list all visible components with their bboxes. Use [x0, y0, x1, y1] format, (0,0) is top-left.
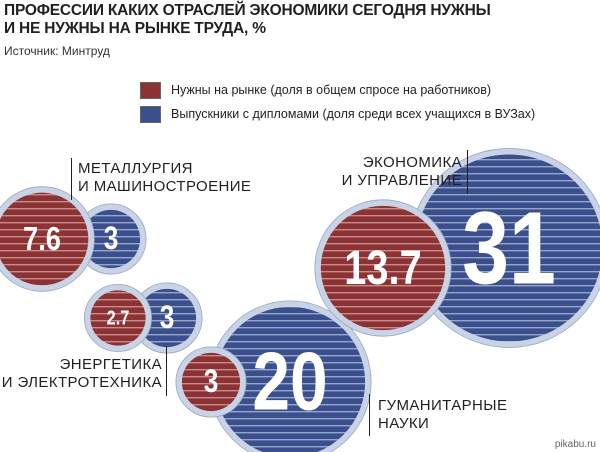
category-label-metal-line-1: МЕТАЛЛУРГИЯ	[78, 160, 193, 177]
category-label-econ-line-2: И УПРАВЛЕНИЕ	[341, 172, 462, 189]
watermark: pikabu.ru	[554, 439, 596, 450]
category-label-hum-line-1: ГУМАНИТАРНЫЕ	[378, 397, 508, 414]
bubble-metal-graduates-circle	[81, 209, 141, 269]
chart-title-line-2: И НЕ НУЖНЫ НА РЫНКЕ ТРУДА, %	[4, 20, 266, 37]
bubble-hum-graduates-circle	[214, 306, 366, 452]
chart-title: ПРОФЕССИИ КАКИХ ОТРАСЛЕЙ ЭКОНОМИКИ СЕГОД…	[4, 2, 598, 38]
legend-swatch-graduates	[140, 105, 161, 123]
bubble-metal-demand: 7.6	[0, 186, 95, 292]
bubble-hum-graduates: 20	[208, 300, 372, 452]
legend-item-graduates: Выпускники с дипломами (доля среди всех …	[140, 102, 535, 126]
leader-line-econ	[467, 150, 468, 194]
chart-title-line-1: ПРОФЕССИИ КАКИХ ОТРАСЛЕЙ ЭКОНОМИКИ СЕГОД…	[4, 2, 491, 19]
bubble-hum-demand-circle	[181, 352, 241, 412]
bubble-energy-demand: 2.7	[83, 283, 153, 353]
bubble-econ-demand-value-label: 13.7	[344, 241, 421, 295]
leader-line-energy	[166, 346, 167, 396]
source-note: Источник: Минтруд	[4, 44, 110, 58]
bubble-econ-graduates: 31	[409, 148, 600, 348]
bubble-energy-graduates-circle	[137, 288, 197, 348]
bubble-econ-graduates-value-label: 31	[462, 191, 556, 306]
category-label-hum-line-2: НАУКИ	[378, 415, 430, 432]
bubble-econ-demand: 13.7	[314, 199, 452, 337]
bubble-metal-demand-circle	[0, 192, 89, 286]
category-label-econ-line-1: ЭКОНОМИКА	[362, 154, 462, 171]
bubble-metal-graduates: 3	[75, 203, 147, 275]
category-label-energy-line-1: ЭНЕРГЕТИКА	[59, 356, 162, 373]
leader-line-hum	[369, 394, 370, 436]
category-label-energy: ЭНЕРГЕТИКА И ЭЛЕКТРОТЕХНИКА	[2, 356, 162, 392]
category-label-hum: ГУМАНИТАРНЫЕ НАУКИ	[378, 397, 507, 433]
bubble-econ-demand-circle	[320, 205, 446, 331]
leader-line-metal	[71, 158, 72, 200]
bubble-energy-demand-value-label: 2.7	[107, 307, 130, 329]
bubble-econ-graduates-circle	[415, 154, 600, 342]
bubble-hum-demand-value-label: 3	[204, 365, 219, 400]
legend-label-demand: Нужны на рынке (доля в общем спросе на р…	[171, 83, 492, 97]
bubble-metal-demand-value-label: 7.6	[23, 220, 61, 257]
bubble-hum-demand: 3	[175, 346, 247, 418]
bubble-energy-demand-circle	[90, 290, 146, 346]
category-label-econ: ЭКОНОМИКА И УПРАВЛЕНИЕ	[342, 154, 462, 190]
legend-item-demand: Нужны на рынке (доля в общем спросе на р…	[140, 78, 535, 102]
category-label-metal-line-2: И МАШИНОСТРОЕНИЕ	[78, 178, 252, 195]
category-label-metal: МЕТАЛЛУРГИЯ И МАШИНОСТРОЕНИЕ	[78, 160, 251, 196]
legend: Нужны на рынке (доля в общем спросе на р…	[140, 78, 535, 126]
bubble-hum-graduates-value-label: 20	[252, 336, 327, 428]
legend-swatch-demand	[140, 81, 161, 99]
bubble-metal-graduates-value-label: 3	[104, 222, 119, 257]
bubble-energy-graduates-value-label: 3	[160, 301, 175, 336]
category-label-energy-line-2: И ЭЛЕКТРОТЕХНИКА	[1, 374, 162, 391]
legend-label-graduates: Выпускники с дипломами (доля среди всех …	[171, 107, 536, 121]
bubble-energy-graduates: 3	[131, 282, 203, 354]
